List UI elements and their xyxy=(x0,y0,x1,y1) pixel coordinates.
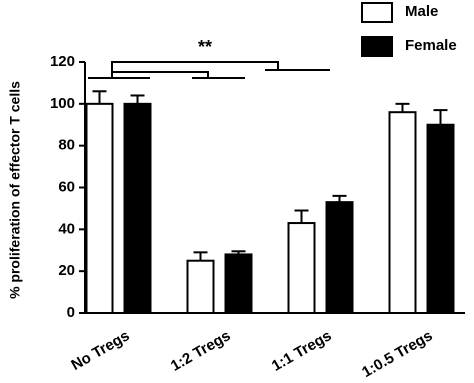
legend-swatch xyxy=(361,2,393,23)
legend-swatch xyxy=(361,36,393,57)
x-tick-label: No Tregs xyxy=(68,327,132,374)
significance-brackets xyxy=(88,61,330,79)
bar xyxy=(224,253,253,314)
x-tick-label: 1:1 Tregs xyxy=(269,327,335,375)
bar xyxy=(426,123,455,314)
x-tick-label: 1:2 Tregs xyxy=(168,327,234,375)
y-tick-label: 120 xyxy=(50,53,75,70)
y-tick-label: 60 xyxy=(58,178,75,195)
y-axis-label: % proliferation of effector T cells xyxy=(7,81,23,299)
y-tick-label: 100 xyxy=(50,95,75,112)
bar xyxy=(123,102,152,315)
bar xyxy=(388,111,417,314)
significance-label: ** xyxy=(198,37,212,57)
bar xyxy=(186,259,215,315)
legend-label: Female xyxy=(405,37,457,54)
legend-label: Male xyxy=(405,3,438,20)
bar xyxy=(85,102,114,315)
y-tick-label: 0 xyxy=(67,304,75,321)
bar xyxy=(325,201,354,314)
y-tick-label: 80 xyxy=(58,137,75,154)
y-tick-label: 20 xyxy=(58,262,75,279)
x-tick-label: 1:0.5 Tregs xyxy=(359,327,435,381)
y-tick-label: 40 xyxy=(58,220,75,237)
bar xyxy=(287,222,316,314)
